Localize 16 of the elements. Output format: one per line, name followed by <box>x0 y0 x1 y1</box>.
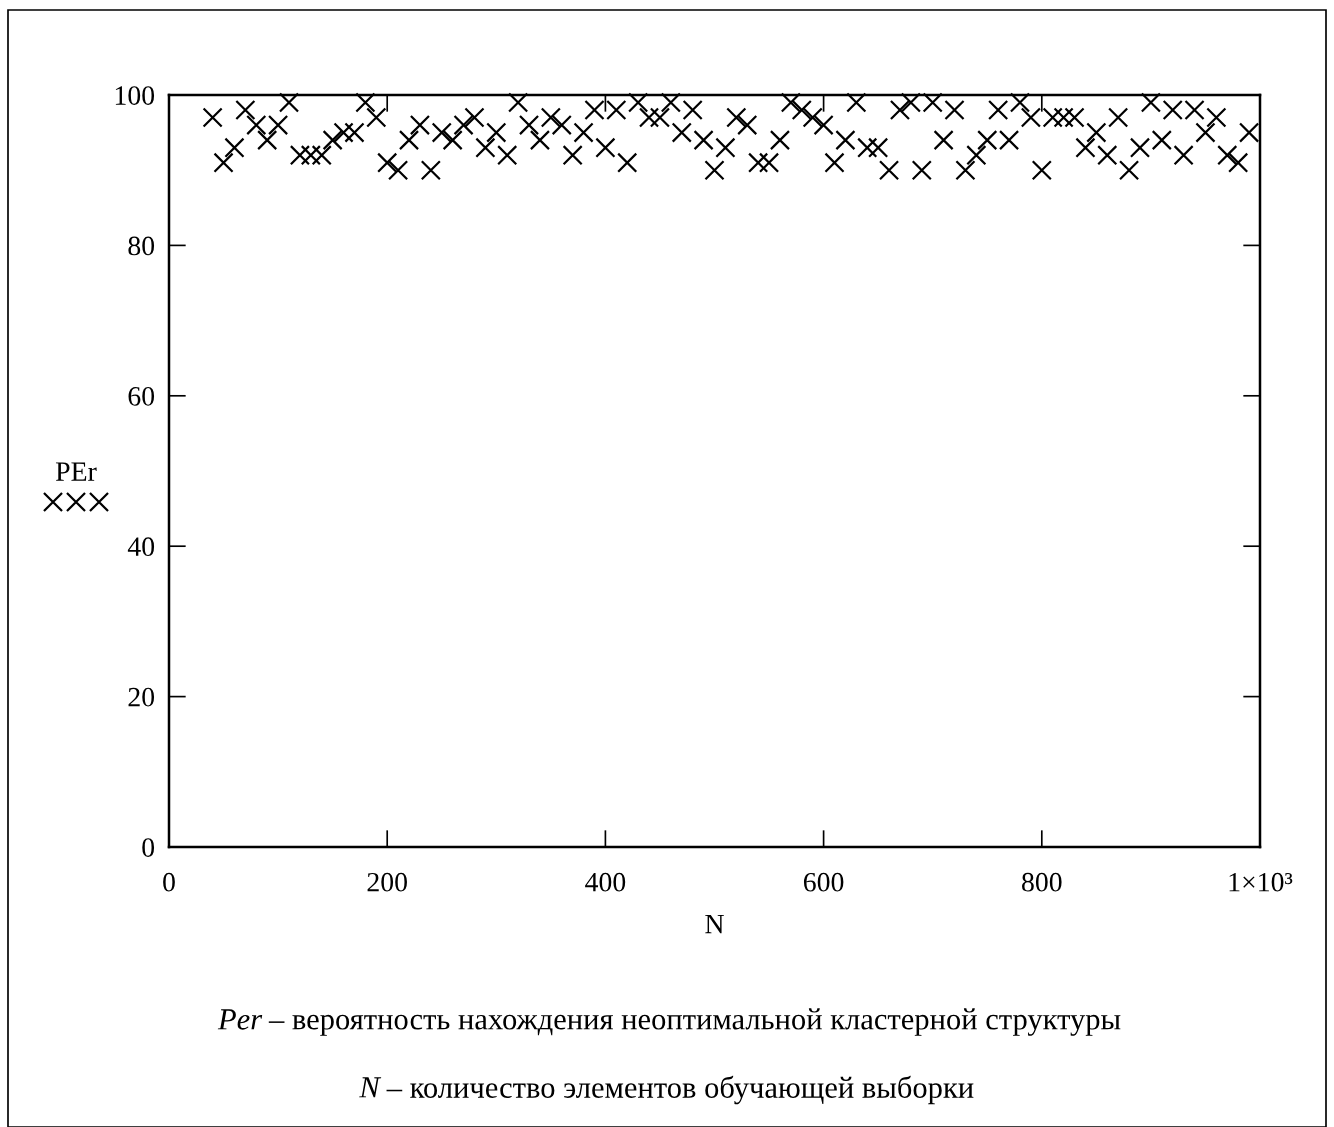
y-tick-label: 20 <box>128 687 155 707</box>
x-tick-label: 800 <box>1022 872 1062 892</box>
x-tick-label: 1×10³ <box>1229 872 1293 892</box>
x-axis-title: N <box>705 914 724 934</box>
y-tick-label: 80 <box>128 236 155 256</box>
text: N – количество элементов обучающей выборки <box>359 1075 974 1105</box>
y-tick-label: 0 <box>142 838 155 857</box>
y-axis-title: PEr <box>55 462 97 481</box>
x-tick-label: 600 <box>803 872 844 892</box>
x-tick-label: 200 <box>367 872 407 892</box>
y-tick-label: 60 <box>128 386 155 406</box>
y-tick-label: 100 <box>115 86 155 105</box>
text: Per – вероятность нахождения неоптимальной кластерной структуры <box>217 1008 1121 1036</box>
x-tick-label: 0 <box>163 872 175 892</box>
x-tick-label: 400 <box>585 872 626 892</box>
y-tick-label: 40 <box>127 537 155 557</box>
